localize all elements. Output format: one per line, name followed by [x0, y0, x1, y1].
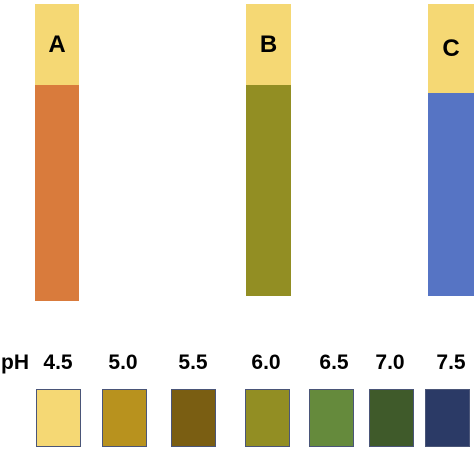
ph-label-7-5: 7.5	[436, 351, 466, 374]
ph-swatch-5-0	[102, 389, 147, 447]
ph-swatch-6-5	[309, 389, 354, 447]
ph-label-6-0: 6.0	[251, 351, 281, 374]
ph-swatch-4-5	[36, 389, 81, 447]
test-strip-c: C	[428, 4, 474, 296]
ph-swatch-7-0	[369, 389, 414, 447]
strip-c-color-zone	[428, 93, 474, 296]
strip-a-color-zone	[35, 85, 79, 301]
ph-swatch-5-5	[171, 389, 216, 447]
strip-b-color-zone	[246, 85, 291, 296]
ph-label-5-0: 5.0	[108, 351, 138, 374]
test-strip-a: A	[35, 4, 79, 301]
ph-label-6-5: 6.5	[319, 351, 349, 374]
ph-label-7-0: 7.0	[375, 351, 405, 374]
test-strip-b: B	[246, 4, 291, 296]
ph-swatch-6-0	[245, 389, 290, 447]
strip-a-label: A	[35, 4, 79, 85]
ph-label-5-5: 5.5	[178, 351, 208, 374]
ph-label-4-5: 4.5	[43, 351, 73, 374]
strip-c-label: C	[428, 4, 474, 93]
ph-scale-prefix: pH	[1, 351, 29, 374]
ph-swatch-7-5	[425, 389, 470, 447]
strip-b-label: B	[246, 4, 291, 85]
